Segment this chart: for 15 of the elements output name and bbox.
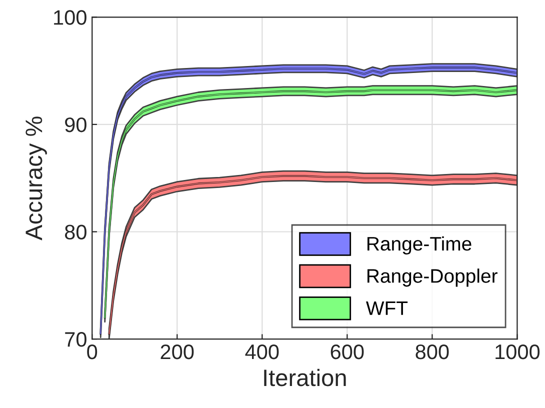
y-axis-title: Accuracy % [26,116,47,240]
x-tick-label: 600 [330,344,364,360]
x-axis-title: Iteration [264,368,346,386]
y-tick-label: 100 [54,10,86,25]
x-tick-label: 0 [87,344,98,360]
x-tick-label: 200 [160,344,194,360]
x-tick-label: 800 [416,344,449,360]
x-tick-label: 1000 [496,344,540,360]
y-tick-label: 80 [64,224,86,240]
y-tick-label: 70 [65,332,86,347]
legend-label: Range-Time [368,236,472,255]
legend-label: WFT [366,301,408,315]
y-tick-label: 90 [65,117,86,132]
x-tick-label: 400 [245,344,279,360]
legend-label: Range-Doppler [368,268,498,287]
